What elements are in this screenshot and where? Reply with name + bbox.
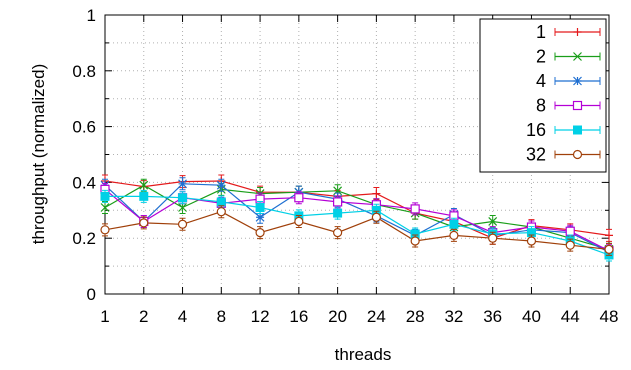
y-tick-label: 0.8	[72, 62, 96, 81]
data-point-2	[100, 203, 110, 212]
data-point-32	[216, 207, 226, 217]
data-point-4	[255, 212, 265, 222]
data-point-8	[294, 193, 304, 203]
legend-marker-16	[573, 125, 582, 135]
legend-label: 2	[536, 47, 546, 67]
x-tick-label: 1	[100, 307, 109, 326]
series-line-16	[105, 195, 610, 256]
x-tick-label: 2	[139, 307, 148, 326]
y-tick-label: 0.2	[72, 229, 96, 248]
x-tick-label: 28	[406, 307, 425, 326]
series-markers	[100, 174, 614, 262]
legend-marker-2	[573, 52, 582, 61]
data-point-32	[604, 244, 614, 254]
data-point-16	[333, 208, 343, 218]
data-point-32	[294, 216, 304, 227]
data-point-32	[526, 236, 537, 246]
data-point-32	[488, 233, 498, 243]
x-tick-label: 20	[328, 307, 347, 326]
data-point-4	[216, 180, 226, 190]
series-line-2	[104, 184, 610, 250]
legend-marker-4	[573, 76, 582, 86]
data-point-32	[410, 236, 420, 246]
x-tick-label: 12	[251, 307, 270, 326]
legend-line-end	[554, 150, 601, 159]
legend-marker-1	[573, 28, 582, 36]
legend-label: 32	[526, 145, 546, 165]
data-point-32	[177, 219, 188, 229]
data-point-16	[216, 197, 226, 207]
series-line-32	[104, 211, 610, 250]
y-tick-label: 0	[87, 285, 96, 304]
y-axis-ticks: 0 0.2 0.4 0.6 0.8 1	[72, 6, 609, 304]
data-point-16	[178, 193, 188, 203]
x-tick-label: 24	[367, 307, 386, 326]
data-point-1	[372, 189, 381, 198]
x-tick-label: 40	[522, 307, 541, 326]
data-point-8	[410, 204, 420, 214]
data-point-32	[100, 225, 110, 235]
legend-line-end	[554, 101, 601, 110]
y-tick-label: 0.4	[72, 173, 96, 192]
legend-line-end	[554, 28, 601, 36]
legend: 1 2 4 8 16 32	[479, 18, 607, 173]
y-tick-label: 0.6	[72, 118, 96, 137]
x-tick-label: 36	[483, 307, 502, 326]
legend-marker-8	[572, 100, 583, 111]
data-point-2	[178, 203, 187, 212]
legend-line-end	[554, 77, 601, 85]
series-line-4	[104, 183, 610, 253]
data-point-2	[488, 217, 498, 226]
x-axis-label: threads	[335, 345, 392, 364]
data-point-8	[333, 197, 343, 207]
data-point-32	[139, 218, 149, 228]
x-tick-label: 32	[444, 307, 463, 326]
legend-label: 16	[526, 120, 546, 140]
data-point-16	[139, 191, 149, 201]
data-point-16	[255, 203, 265, 213]
y-axis-label: throughput (normalized)	[29, 64, 48, 244]
legend-label: 4	[536, 71, 546, 91]
x-axis-ticks: 1 2 4 8 12 16 20 24 28 32 36 40 44 48	[100, 15, 618, 326]
data-point-4	[178, 179, 187, 189]
data-point-32	[333, 228, 343, 238]
data-point-1	[605, 231, 613, 240]
data-point-16	[100, 191, 110, 201]
data-point-8	[565, 226, 575, 236]
data-point-32	[255, 228, 265, 238]
legend-label: 1	[536, 22, 546, 42]
legend-box	[479, 18, 607, 173]
data-point-32	[449, 230, 459, 241]
legend-marker-32	[572, 149, 583, 160]
legend-line-end	[554, 52, 601, 61]
data-point-32	[565, 240, 575, 250]
data-point-32	[371, 212, 381, 222]
x-tick-label: 4	[178, 307, 187, 326]
series-lines	[104, 180, 610, 256]
legend-label: 8	[536, 96, 546, 116]
data-point-2	[139, 180, 149, 190]
data-point-16	[449, 219, 459, 229]
x-tick-label: 44	[561, 307, 580, 326]
x-tick-label: 48	[600, 307, 619, 326]
x-tick-label: 8	[217, 307, 226, 326]
legend-line-end	[554, 126, 601, 134]
y-tick-label: 1	[87, 6, 96, 25]
x-tick-label: 16	[289, 307, 308, 326]
